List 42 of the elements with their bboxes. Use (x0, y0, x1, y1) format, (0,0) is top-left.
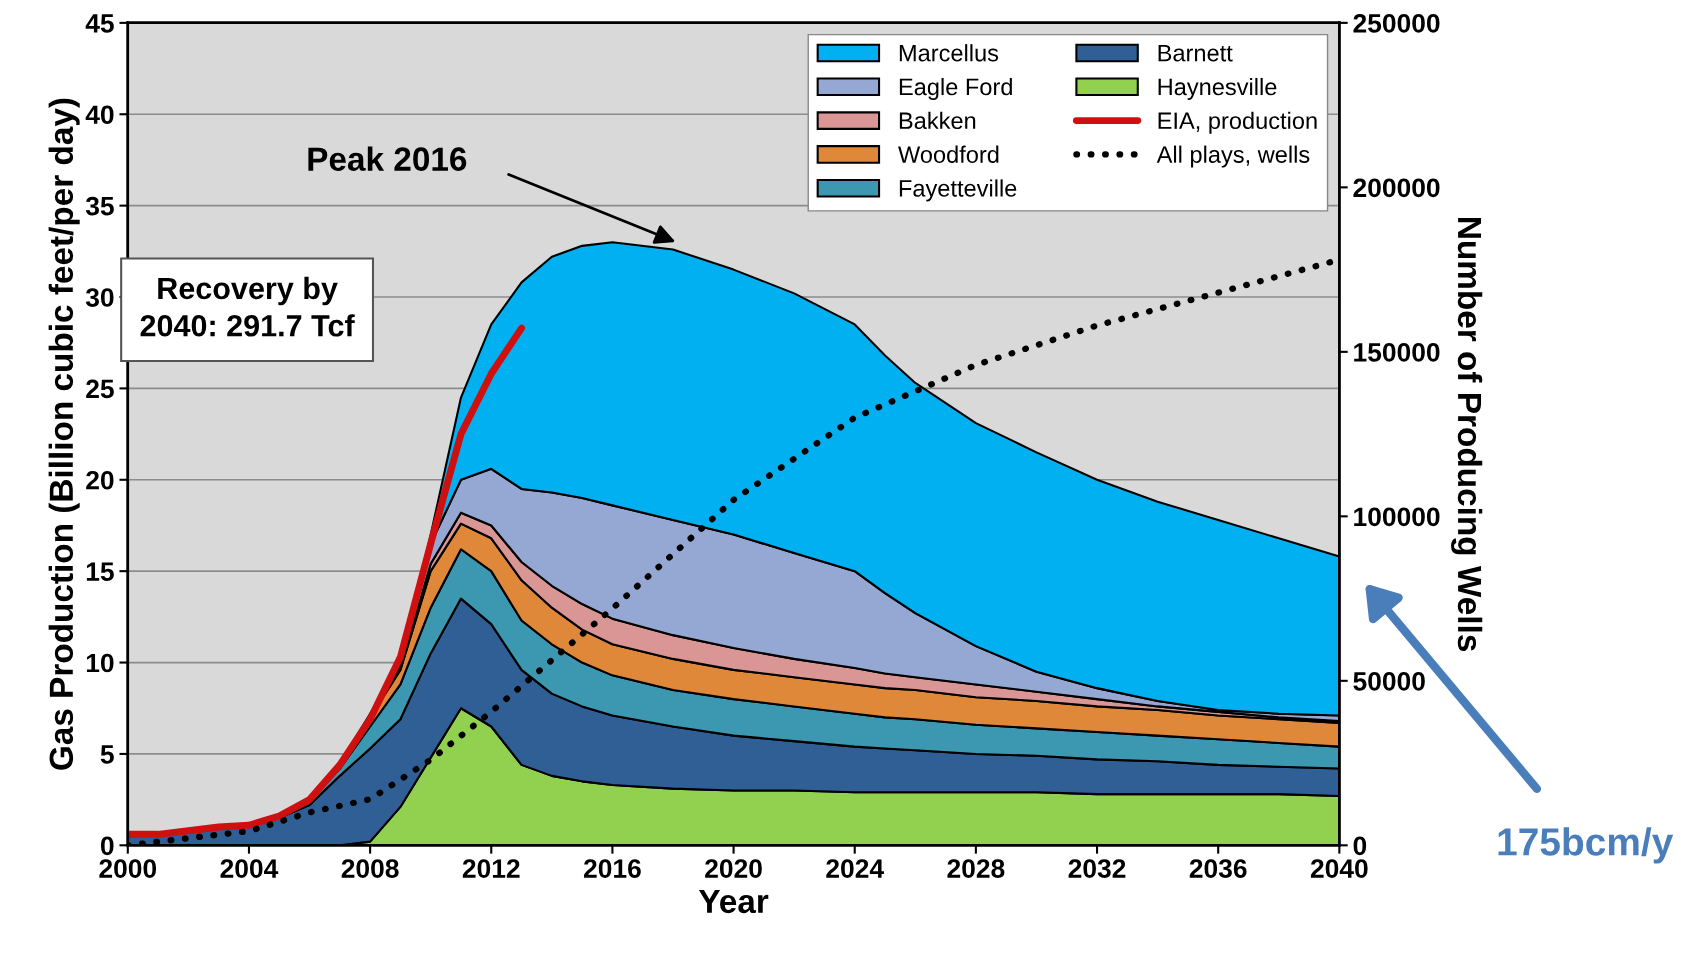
x-tick-label: 2004 (220, 859, 279, 878)
y2-axis-title: Number of Producing Wells (1451, 218, 1483, 651)
y-tick-label: 10 (86, 653, 114, 673)
annotation: Peak 2016 (308, 146, 467, 171)
x-tick-label: 2024 (826, 859, 884, 878)
y2-tick-label: 100000 (1354, 507, 1440, 527)
x-tick-label: 2012 (462, 859, 520, 878)
x-tick-label: 2032 (1068, 859, 1126, 878)
y2-tick-label: 0 (1353, 836, 1367, 856)
y-axis-title: Gas Production (Billion cubic feet/per day) (48, 98, 80, 770)
legend-label: Bakken (899, 111, 976, 130)
y2-tick-label: 250000 (1353, 14, 1440, 33)
x-tick-label: 2000 (99, 859, 157, 878)
legend-label: All plays, wells (1156, 145, 1310, 168)
legend-label: Eagle Ford (899, 77, 1012, 100)
y-tick-label: 15 (86, 562, 114, 581)
text: 175bcm/y (1498, 827, 1674, 864)
legend-label: Barnett (1158, 44, 1233, 62)
y2-tick-label: 150000 (1354, 342, 1440, 362)
y2-tick-label: 200000 (1353, 178, 1440, 198)
x-tick-label: 2040 (1310, 859, 1368, 878)
y-tick-label: 25 (86, 379, 114, 399)
annotation: Recovery by 2040: 291.7 Tcf (140, 276, 355, 337)
x-tick-label: 2036 (1189, 859, 1247, 878)
x-tick-label: 2020 (705, 859, 762, 878)
y-tick-label: 0 (100, 836, 114, 856)
legend-label: Haynesville (1158, 77, 1277, 100)
legend-label: Woodford (898, 145, 999, 163)
x-tick-label: 2028 (947, 859, 1005, 878)
x-tick-label: 2008 (341, 859, 399, 878)
y-tick-label: 30 (85, 288, 114, 307)
y-tick-label: 40 (85, 105, 114, 125)
y-tick-label: 20 (86, 470, 114, 490)
y2-tick-label: 50000 (1353, 671, 1425, 691)
y-tick-label: 45 (85, 14, 114, 33)
y-tick-label: 5 (100, 745, 114, 764)
legend-label: Fayetteville (899, 179, 1017, 202)
x-tick-label: 2016 (583, 859, 641, 878)
legend-label: EIA, production (1158, 111, 1317, 134)
y-tick-label: 35 (85, 196, 114, 216)
x-axis-title: Year (698, 889, 769, 914)
legend-label: Marcellus (899, 44, 999, 62)
